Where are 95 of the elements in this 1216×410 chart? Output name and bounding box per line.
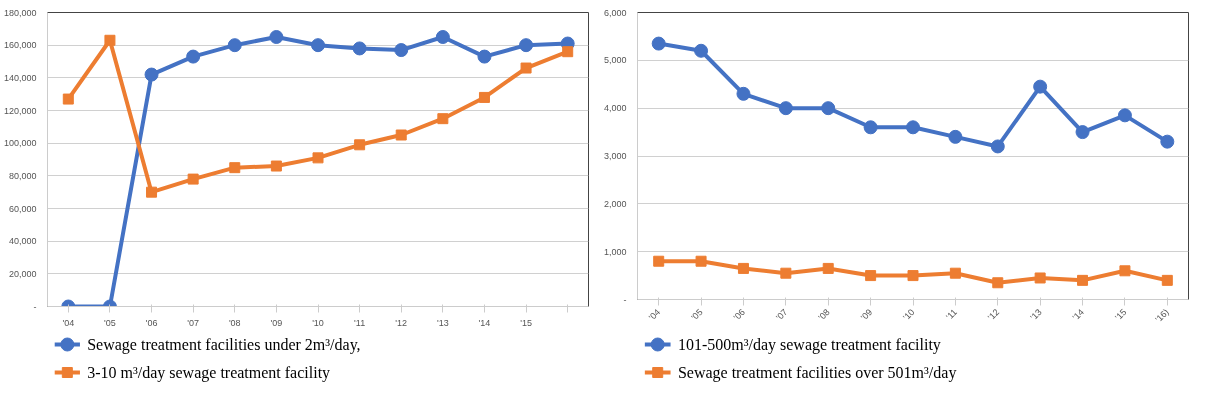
point (1033, 79, 1048, 94)
point (437, 113, 449, 125)
x-tick-label: '09 (270, 317, 283, 328)
y-tick-label: 180,000 (3, 7, 37, 18)
point (146, 186, 158, 198)
x-tick-label: '13 (436, 317, 449, 328)
point (352, 41, 367, 56)
y-tick-label: 120,000 (3, 105, 37, 116)
point (1034, 272, 1046, 284)
point (187, 173, 199, 185)
point (1075, 125, 1090, 140)
x-tick-label: '04 (62, 317, 75, 328)
point (229, 162, 241, 174)
point (906, 120, 920, 135)
y-tick-label: 100,000 (3, 138, 37, 149)
point (354, 139, 366, 151)
point (907, 270, 919, 282)
y-tick-label: 40,000 (8, 236, 37, 247)
y-tick-label: 2,000 (603, 198, 627, 209)
x-tick-label: '12 (985, 306, 1002, 323)
x-tick-label: '12 (395, 317, 408, 328)
y-tick-label: 5,000 (603, 55, 627, 66)
point (694, 43, 709, 58)
x-tick-label: '16) (1153, 306, 1171, 325)
point (1077, 274, 1089, 286)
point (651, 36, 666, 51)
point (778, 101, 793, 116)
x-tick-label: '05 (104, 317, 116, 328)
x-tick-label: '06 (731, 306, 747, 323)
y-tick-label: 140,000 (3, 72, 37, 83)
point (990, 139, 1005, 154)
point (520, 62, 532, 74)
y-tick-label: 1,000 (603, 246, 627, 257)
point (227, 38, 242, 53)
point (519, 38, 534, 53)
point (653, 255, 665, 267)
x-tick-label: '15 (1113, 306, 1129, 323)
point (865, 270, 877, 282)
legend-label: Sewage treatment facilities over 501m³/day (677, 364, 957, 382)
x-tick-label: '13 (1028, 306, 1044, 323)
x-tick-label: '10 (312, 317, 324, 328)
point (144, 67, 159, 82)
x-tick-label: '06 (145, 317, 158, 328)
x-tick-label: '09 (858, 306, 875, 323)
point (780, 267, 792, 279)
point (821, 101, 836, 116)
point (477, 49, 492, 64)
x-tick-label: '07 (774, 306, 790, 323)
point (311, 38, 325, 53)
x-tick-label: '08 (816, 306, 832, 323)
point (1161, 274, 1173, 286)
y-tick-label: - (33, 301, 37, 312)
point (1119, 265, 1131, 277)
point (62, 93, 74, 105)
y-tick-label: 160,000 (3, 40, 37, 51)
point (737, 262, 749, 274)
x-tick-label: '08 (228, 317, 241, 328)
y-tick-label: 80,000 (8, 170, 37, 181)
point (312, 152, 324, 164)
x-tick-label: '10 (901, 306, 917, 323)
point (992, 277, 1004, 289)
point (104, 34, 116, 46)
x-tick-label: '07 (187, 317, 200, 328)
x-tick-label: '04 (646, 306, 663, 323)
point (269, 30, 284, 44)
y-tick-label: 20,000 (8, 268, 37, 279)
legend-label: Sewage treatment facilities under 2m³/day, (87, 336, 361, 354)
point (270, 160, 282, 172)
y-tick-label: 4,000 (603, 103, 627, 114)
point (1117, 108, 1132, 123)
x-tick-label: '11 (944, 306, 959, 322)
x-tick-label: '14 (1070, 306, 1087, 323)
legend-label: 3-10 m³/day sewage treatment facility (87, 364, 331, 382)
point (695, 255, 707, 267)
point (478, 91, 490, 103)
point (395, 129, 407, 141)
y-tick-label: 60,000 (8, 203, 37, 214)
point (822, 262, 834, 274)
point (863, 120, 878, 135)
y-tick-label: 6,000 (603, 7, 627, 18)
x-tick-label: '11 (354, 317, 366, 328)
y-tick-label: - (623, 294, 627, 305)
point (435, 30, 450, 44)
y-tick-label: 3,000 (603, 151, 627, 161)
point (562, 46, 574, 58)
point (1160, 134, 1175, 149)
x-tick-label: '05 (689, 306, 705, 323)
x-tick-label: '15 (520, 317, 532, 328)
legend-label: 101-500m³/day sewage treatment facility (677, 336, 941, 354)
point (394, 43, 409, 58)
point (948, 129, 963, 144)
point (736, 86, 751, 101)
x-tick-label: '14 (478, 317, 491, 328)
point (186, 49, 201, 64)
point (949, 267, 961, 279)
